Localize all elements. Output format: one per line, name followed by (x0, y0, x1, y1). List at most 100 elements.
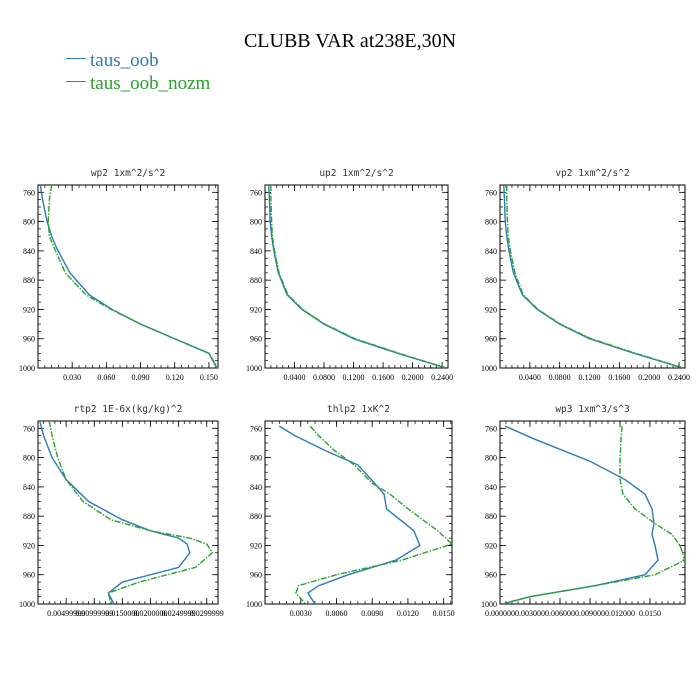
x-tick-label: 0.0030 (290, 609, 312, 618)
y-tick-label: 920 (250, 305, 262, 314)
x-tick-label: 0.0299999 (190, 609, 224, 618)
series-line-taus-oob (501, 425, 659, 604)
y-tick-label: 840 (250, 483, 262, 492)
x-tick-label: 0.006000 (545, 609, 575, 618)
y-tick-label: 960 (23, 571, 35, 580)
y-tick-label: 760 (23, 424, 35, 433)
x-tick-label: 0.0249999 (162, 609, 196, 618)
y-tick-label: 880 (485, 512, 497, 521)
series-line-taus-oob-nozm (47, 185, 218, 368)
series-line-taus-oob-nozm (295, 425, 452, 604)
y-tick-label: 960 (485, 335, 497, 344)
x-tick-label: 0.0090 (361, 609, 383, 618)
y-tick-label: 1000 (246, 364, 262, 373)
y-tick-label: 880 (23, 512, 35, 521)
x-tick-label: 0.0150 (433, 609, 455, 618)
y-tick-label: 760 (23, 188, 35, 197)
y-tick-label: 760 (250, 188, 262, 197)
x-tick-label: 0.0800 (549, 373, 571, 382)
y-tick-label: 880 (250, 276, 262, 285)
panel-title: vp2 1xm^2/s^2 (555, 168, 629, 179)
legend-swatch (66, 81, 86, 83)
x-tick-label: 0.2400 (668, 373, 690, 382)
x-tick-label: 0.0120 (397, 609, 419, 618)
y-tick-label: 840 (23, 247, 35, 256)
series-line-taus-oob-nozm (270, 185, 447, 368)
x-tick-label: 0.1200 (579, 373, 601, 382)
y-tick-label: 880 (485, 276, 497, 285)
y-tick-label: 920 (485, 305, 497, 314)
x-tick-label: 0.2400 (431, 373, 453, 382)
y-tick-label: 920 (250, 541, 262, 550)
x-tick-label: 0.0400 (519, 373, 541, 382)
panel-title: wp2 1xm^2/s^2 (91, 168, 165, 179)
y-tick-label: 1000 (481, 600, 497, 609)
panel-title: up2 1xm^2/s^2 (319, 168, 393, 179)
y-tick-label: 1000 (481, 364, 497, 373)
x-tick-label: 0.060 (97, 373, 115, 382)
series-line-taus-oob (278, 425, 421, 604)
series-line-taus-oob (39, 421, 191, 604)
y-tick-label: 840 (485, 483, 497, 492)
y-tick-label: 960 (250, 571, 262, 580)
panel-title: rtp2 1E-6x(kg/kg)^2 (74, 404, 183, 415)
x-tick-label: 0.012000 (605, 609, 635, 618)
x-tick-label: 0.00499999 (47, 609, 85, 618)
x-tick-label: 0.000000 (485, 609, 515, 618)
y-tick-label: 920 (23, 541, 35, 550)
x-tick-label: 0.0060 (325, 609, 347, 618)
x-tick-label: 0.1600 (608, 373, 630, 382)
panel-5: thlp2 1xK^2 760 800 840 880 920 960 1000 0.0030 0… (246, 404, 455, 618)
y-tick-label: 840 (250, 247, 262, 256)
series-line-taus-oob (39, 185, 218, 368)
plot-frame (264, 420, 453, 605)
y-tick-label: 840 (485, 247, 497, 256)
y-tick-label: 880 (250, 512, 262, 521)
plot-frame (499, 420, 686, 605)
panel-2: up2 1xm^2/s^2 760 800 840 880 920 960 1000 0.040… (246, 168, 453, 382)
x-tick-label: 0.0150 (639, 609, 661, 618)
page-title: CLUBB VAR at238E,30N (243, 30, 457, 52)
x-tick-label: 0.003000 (515, 609, 545, 618)
y-tick-label: 1000 (19, 600, 35, 609)
y-tick-label: 760 (250, 424, 262, 433)
x-tick-label: 0.1600 (372, 373, 394, 382)
y-tick-label: 800 (23, 454, 35, 463)
panel-6: wp3 1xm^3/s^3 760 800 840 880 920 960 10000.000… (481, 404, 686, 618)
x-tick-label: 0.090 (132, 373, 150, 382)
plot-frame (37, 420, 219, 605)
y-tick-label: 840 (23, 483, 35, 492)
x-tick-label: 0.00999999 (75, 609, 113, 618)
y-tick-label: 760 (485, 188, 497, 197)
plot-frame (499, 184, 686, 369)
series-line-taus-oob-nozm (501, 426, 685, 604)
x-tick-label: 0.0400 (284, 373, 306, 382)
x-tick-label: 0.0150000 (105, 609, 139, 618)
series-line-taus-oob (503, 185, 683, 368)
x-tick-label: 0.150 (200, 373, 218, 382)
x-tick-label: 0.2000 (638, 373, 660, 382)
plot-frame (264, 184, 449, 369)
legend-item-taus-oob: taus_oob (66, 50, 159, 72)
x-tick-label: 0.1200 (343, 373, 365, 382)
y-tick-label: 1000 (19, 364, 35, 373)
y-tick-label: 960 (485, 571, 497, 580)
legend-label: taus_oob (90, 50, 159, 71)
y-tick-label: 880 (23, 276, 35, 285)
panel-title: wp3 1xm^3/s^3 (555, 404, 629, 415)
legend-item-taus-oob-nozm: taus_oob_nozm (66, 73, 210, 95)
y-tick-label: 960 (23, 335, 35, 344)
series-line-taus-oob-nozm (48, 421, 214, 604)
legend-swatch (66, 58, 86, 60)
y-tick-label: 1000 (246, 600, 262, 609)
series-line-taus-oob-nozm (506, 185, 684, 368)
panel-3: vp2 1xm^2/s^2 760 800 840 880 920 960 1000 0.040… (481, 168, 690, 382)
panel-4: rtp2 1E-6x(kg/kg)^2 760 800 840 880 920 960 100… (19, 404, 224, 618)
x-tick-label: 0.0800 (313, 373, 335, 382)
x-tick-label: 0.120 (166, 373, 184, 382)
y-tick-label: 800 (485, 454, 497, 463)
series-line-taus-oob (267, 185, 446, 368)
y-tick-label: 920 (23, 305, 35, 314)
y-tick-label: 760 (485, 424, 497, 433)
